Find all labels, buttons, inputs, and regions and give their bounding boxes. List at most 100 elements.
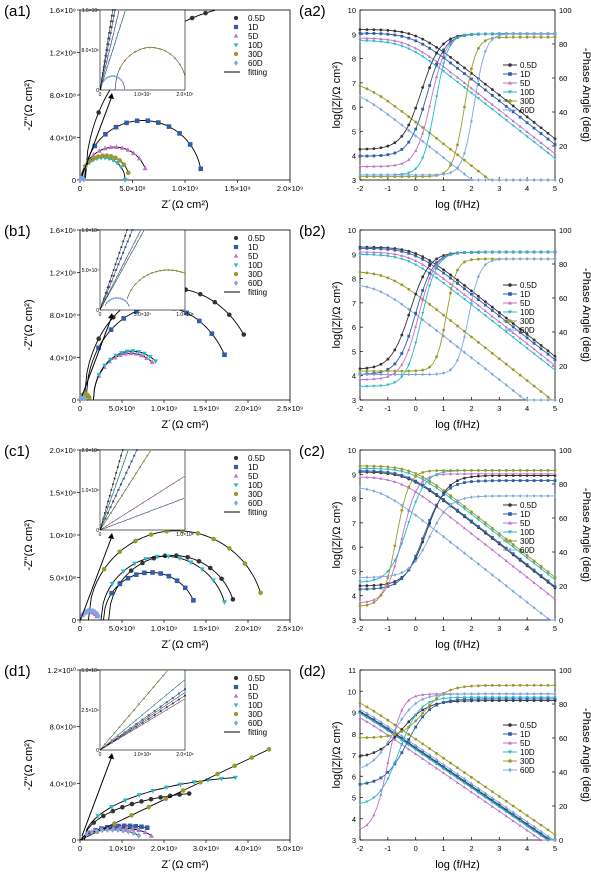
modulus-point [490, 804, 494, 808]
modulus-point [470, 77, 473, 81]
data-point [153, 359, 159, 364]
phase-point [442, 328, 445, 332]
phase-point [414, 725, 418, 729]
modulus-point [421, 518, 425, 523]
inset-point [147, 497, 150, 500]
modulus-point [483, 88, 487, 92]
modulus-point [539, 132, 543, 136]
inset-point [123, 513, 126, 516]
inset-y-tick-label: 5.0×10⁹ [81, 668, 99, 674]
modulus-point [476, 786, 480, 791]
modulus-point [386, 247, 390, 251]
modulus-30D [358, 270, 557, 402]
phase-10D [358, 250, 557, 389]
phase-point [407, 720, 411, 724]
phase-point [470, 475, 473, 479]
modulus-point [379, 37, 383, 41]
phase-point [393, 732, 397, 736]
data-point [166, 573, 172, 579]
fitting-line [79, 748, 270, 841]
inset-y-tick-label: 0 [96, 748, 99, 754]
modulus-point [511, 124, 515, 128]
phase-point [456, 165, 459, 170]
modulus-point [428, 55, 432, 58]
phase-point [476, 32, 480, 36]
inset-point [130, 460, 133, 463]
modulus-point [546, 395, 550, 399]
modulus-point [553, 143, 557, 146]
data-point [110, 826, 115, 833]
modulus-point [490, 548, 494, 552]
phase-point [462, 251, 467, 255]
inset-point [183, 474, 187, 477]
modulus-point [358, 469, 362, 473]
y-axis-label: log(|Z|/Ω cm²) [331, 281, 343, 348]
data-point [94, 828, 100, 835]
inset-point [171, 269, 174, 272]
phase-point [428, 372, 432, 377]
y-tick-label: 5 [352, 794, 356, 803]
modulus-point [546, 834, 550, 839]
legend-marker [233, 271, 239, 277]
inset-point [114, 280, 117, 283]
phase-point [358, 377, 362, 381]
legend-marker [508, 327, 512, 333]
phase-point [511, 691, 515, 696]
modulus-point [428, 259, 432, 262]
data-point [144, 355, 150, 361]
x-tick-label: 2 [469, 844, 473, 853]
phase-point [400, 751, 404, 755]
y2-tick-label: 80 [559, 700, 567, 709]
modulus-point [428, 499, 432, 503]
modulus-point [414, 51, 418, 54]
phase-point [372, 584, 376, 587]
phase-point [435, 172, 439, 177]
series-60D [78, 174, 87, 183]
phase-point [372, 735, 376, 739]
panel-label: (b1) [4, 223, 31, 240]
phase-point [400, 352, 404, 355]
modulus-point [379, 95, 383, 98]
x-tick-label: 5.0×10⁸ [109, 624, 135, 633]
inset-point [117, 274, 121, 277]
phase-point [518, 472, 522, 475]
modulus-10D [358, 39, 557, 161]
legend-label: 1D [248, 23, 258, 32]
data-point [95, 814, 101, 819]
inset-point [110, 297, 113, 301]
legend-label: fitting [248, 68, 267, 77]
inset-point [133, 246, 136, 249]
legend-label: 0.5D [248, 234, 265, 243]
modulus-point [448, 70, 453, 74]
modulus-point [400, 123, 404, 127]
phase-point [365, 164, 369, 168]
legend-label: 10D [520, 308, 535, 317]
modulus-point [553, 575, 557, 579]
phase-point [483, 472, 487, 475]
x-tick-label: -2 [357, 844, 364, 853]
data-point [249, 755, 255, 760]
modulus-point [379, 476, 383, 480]
legend-marker [233, 253, 239, 258]
modulus-point [483, 523, 487, 527]
modulus-point [400, 482, 404, 486]
inset-point [111, 9, 114, 11]
modulus-point [414, 263, 418, 267]
modulus-point [379, 28, 383, 32]
y-tick-label: 6 [352, 772, 356, 781]
modulus-point [386, 28, 390, 32]
legend-label: 1D [520, 70, 530, 79]
modulus-point [518, 815, 522, 819]
modulus-point [358, 283, 362, 288]
legend-label: 60D [520, 766, 535, 775]
phase-point [518, 469, 522, 472]
modulus-point [421, 139, 425, 144]
phase-point [421, 156, 425, 160]
phase-point [476, 257, 480, 261]
data-point [258, 590, 263, 596]
phase-point [414, 701, 418, 706]
data-point [141, 351, 147, 357]
inset-point [114, 494, 117, 497]
